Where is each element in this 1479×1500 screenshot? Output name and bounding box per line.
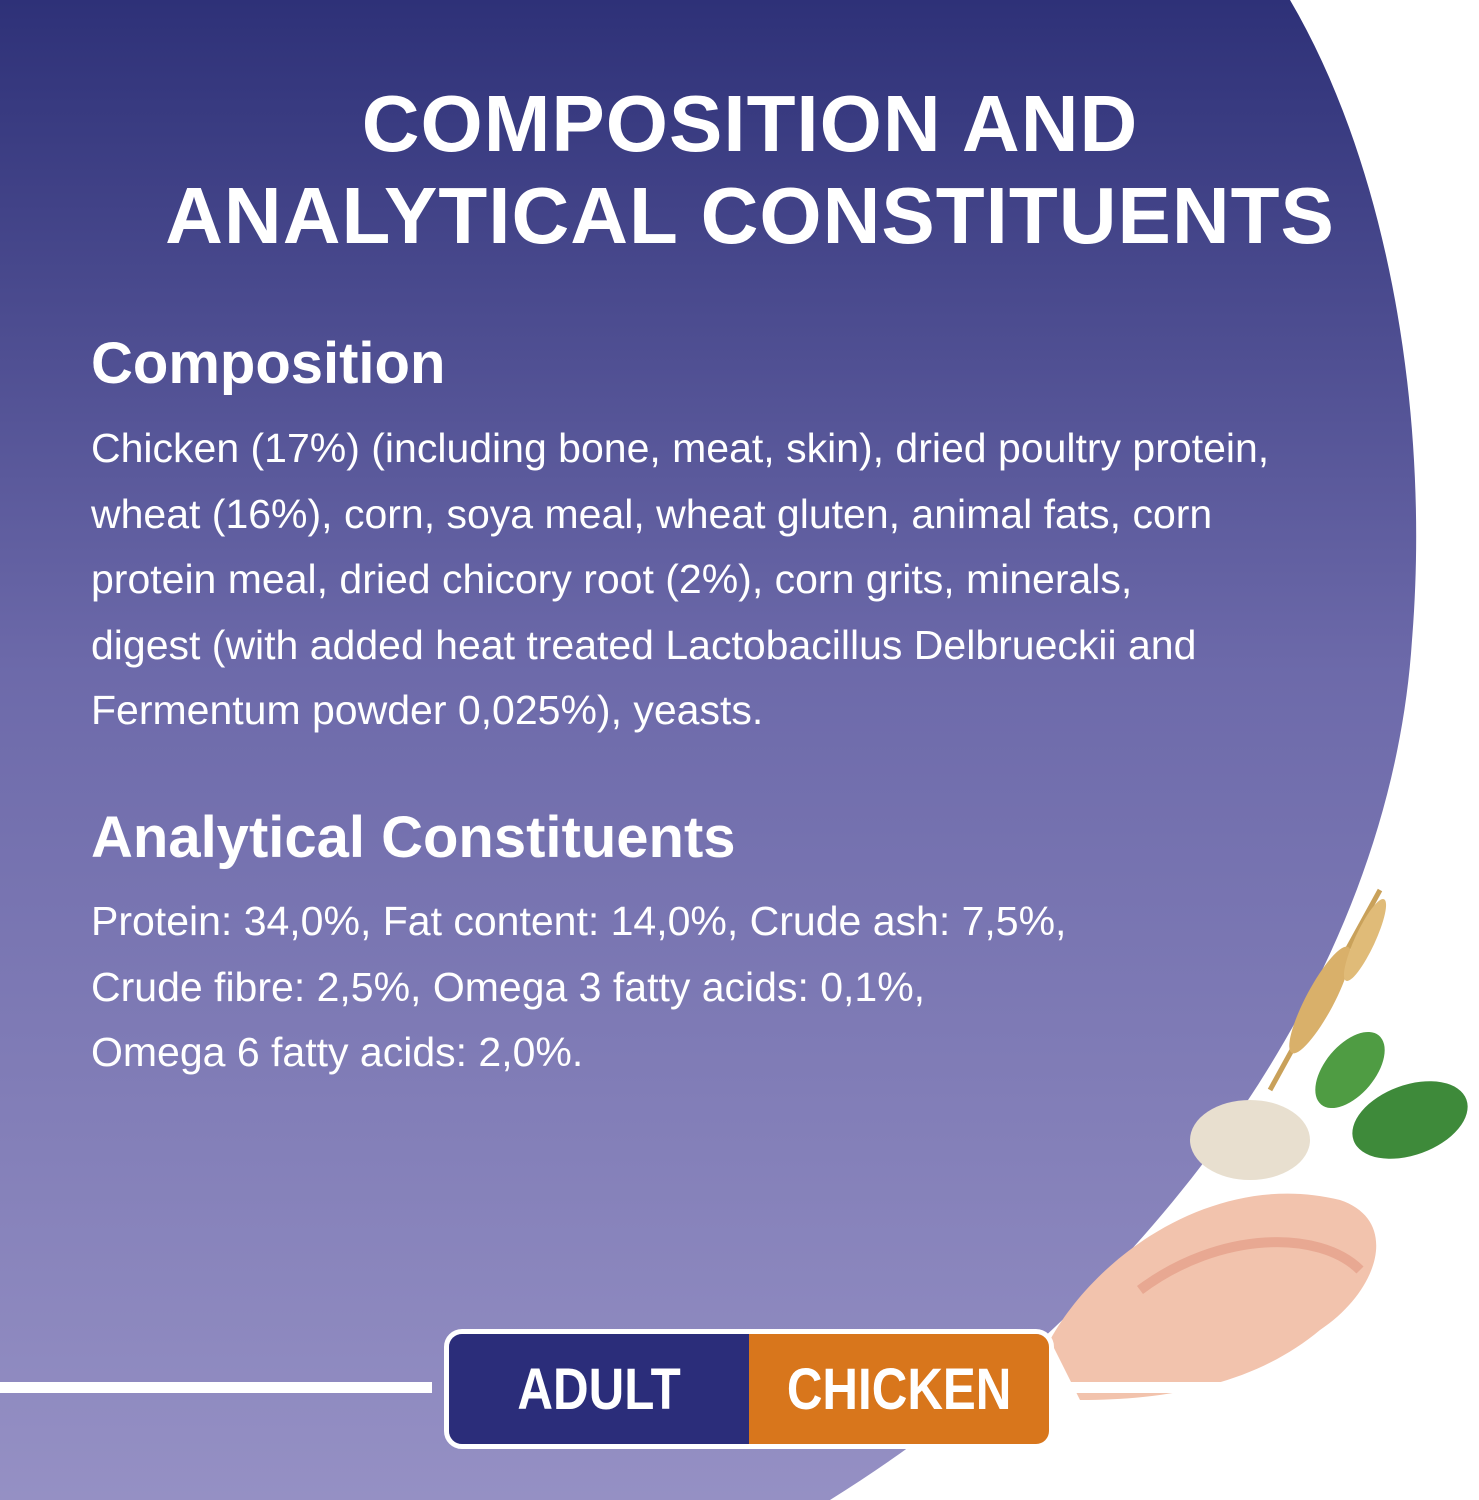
wheat-icon [1267, 888, 1387, 1092]
chicken-meat-icon [1050, 1193, 1377, 1400]
badge-adult-label: ADULT [517, 1356, 681, 1422]
text-line: Crude fibre: 2,5%, Omega 3 fatty acids: … [91, 963, 926, 1010]
text-line: Protein: 34,0%, Fat content: 14,0%, Crud… [91, 898, 1067, 944]
title-line: ANALYTICAL CONSTITUENTS [165, 171, 1335, 260]
analytical-text: Protein: 34,0%, Fat content: 14,0%, Crud… [91, 889, 1066, 1086]
badge-chicken-label: CHICKEN [786, 1356, 1012, 1422]
composition-text: Chicken (17%) (including bone, meat, ski… [91, 416, 1269, 744]
text-line: Fermentum powder 0,025%), yeasts. [91, 687, 764, 733]
text-line: Omega 6 fatty acids: 2,0%. [91, 1029, 584, 1075]
text-line: digest (with added heat treated Lactobac… [91, 621, 1197, 668]
divider-right [1066, 1382, 1356, 1393]
analytical-heading: Analytical Constituents [91, 805, 736, 870]
text-line: protein meal, dried chicory root (2%), c… [91, 556, 1133, 602]
chicory-root-icon [1190, 1100, 1310, 1180]
text-line: Chicken (17%) (including bone, meat, ski… [91, 425, 1270, 471]
title-line: COMPOSITION AND [361, 79, 1139, 168]
food-ingredients-illustration [1050, 888, 1468, 1400]
spinach-icon [1315, 1031, 1468, 1159]
badge-chicken: CHICKEN [749, 1334, 1049, 1444]
page-title: COMPOSITION AND ANALYTICAL CONSTITUENTS [0, 78, 1479, 262]
composition-heading: Composition [91, 331, 446, 396]
product-badge: ADULT CHICKEN [444, 1329, 1054, 1449]
text-line: wheat (16%), corn, soya meal, wheat glut… [91, 490, 1213, 537]
badge-adult: ADULT [449, 1334, 749, 1444]
divider-left [0, 1382, 432, 1393]
